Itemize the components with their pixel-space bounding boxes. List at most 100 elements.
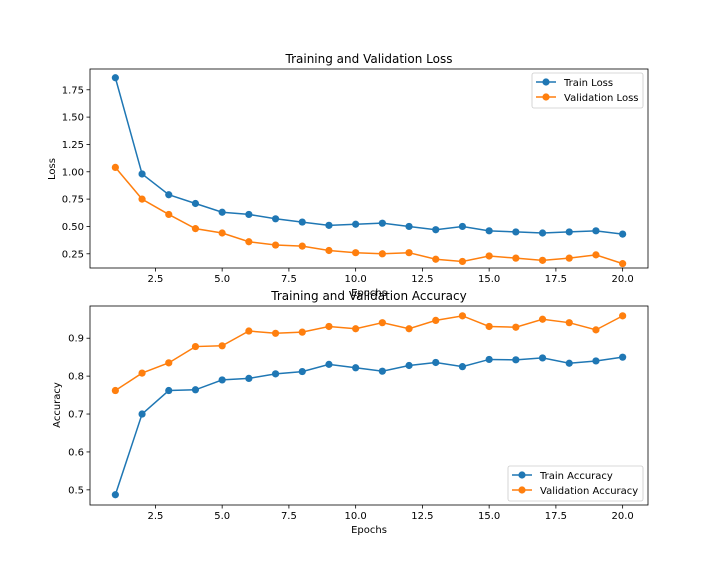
accuracy-validation-point [405, 325, 413, 333]
accuracy-validation-point [565, 319, 573, 327]
accuracy-validation-point [458, 312, 467, 320]
accuracy-validation-point [271, 329, 280, 337]
loss-legend-train-label: Train Loss [563, 78, 613, 89]
accuracy-x-tick-label: 12.5 [411, 511, 433, 522]
loss-train-point [458, 222, 467, 231]
loss-train-point [619, 230, 627, 238]
accuracy-validation-line [114, 315, 623, 392]
loss-validation-point [432, 255, 440, 263]
accuracy-validation-point [512, 323, 520, 331]
accuracy-train-point [298, 367, 306, 376]
loss-validation-point [191, 225, 200, 233]
accuracy-y-tick-label: 0.6 [68, 447, 84, 458]
loss-y-tick-label: 1.25 [62, 140, 84, 151]
loss-x-tick-label: 12.5 [411, 274, 433, 285]
loss-legend-box [531, 72, 644, 109]
loss-x-tick-label: 17.5 [545, 274, 567, 285]
accuracy-train-point [111, 491, 119, 499]
loss-validation-point [271, 241, 280, 249]
accuracy-y-tick-label: 0.9 [68, 334, 84, 345]
accuracy-validation-point [138, 369, 146, 377]
accuracy-validation-point [485, 322, 493, 331]
loss-train-point [352, 220, 360, 228]
loss-validation-point [592, 251, 600, 259]
accuracy-validation-point [538, 315, 547, 323]
accuracy-validation-point [111, 386, 119, 395]
loss-validation-point [245, 238, 253, 246]
accuracy-validation-point [592, 326, 600, 334]
loss-y-tick-label: 1.50 [62, 113, 84, 124]
accuracy-chart-legend: Train Accuracy Validation Accuracy [507, 465, 644, 502]
accuracy-validation-point [191, 342, 200, 351]
loss-chart-x-axis-label: Epochs [351, 288, 387, 299]
accuracy-x-tick-label: 17.5 [545, 511, 567, 522]
loss-train-point [592, 227, 600, 235]
loss-chart-ticks: 2.5 5.0 7.5 10.0 12.5 15.0 17.5 20.0 0.25 0.50 0.7… [62, 85, 634, 285]
loss-train-point [485, 227, 493, 235]
loss-validation-point [405, 249, 413, 257]
loss-validation-line [114, 166, 623, 265]
loss-x-tick-label: 7.5 [281, 274, 297, 285]
loss-train-point [512, 228, 520, 236]
accuracy-train-point [538, 354, 547, 362]
accuracy-x-tick-label: 5.0 [214, 511, 230, 522]
loss-validation-point [138, 195, 146, 203]
accuracy-legend-box [507, 465, 644, 502]
accuracy-chart-plot-frame [89, 305, 649, 506]
accuracy-legend-validation-label: Validation Accuracy [540, 486, 638, 497]
accuracy-validation-point [218, 342, 226, 350]
loss-legend-validation-marker [542, 93, 550, 101]
loss-train-point [111, 74, 119, 82]
accuracy-train-line [114, 356, 623, 496]
loss-validation-point [512, 254, 520, 262]
loss-chart-series [111, 74, 627, 268]
loss-y-tick-label: 0.50 [62, 222, 84, 233]
accuracy-x-tick-label: 10.0 [345, 511, 367, 522]
loss-train-point [245, 210, 253, 219]
accuracy-chart-x-axis-label: Epochs [351, 525, 387, 536]
accuracy-train-point [378, 367, 386, 375]
loss-x-tick-label: 15.0 [478, 274, 500, 285]
accuracy-train-point [405, 361, 413, 370]
loss-train-point [378, 219, 386, 227]
loss-validation-point [378, 250, 386, 258]
loss-train-point [138, 170, 146, 178]
loss-train-point [325, 221, 333, 229]
accuracy-train-point [352, 364, 360, 372]
accuracy-x-tick-label: 7.5 [281, 511, 297, 522]
loss-x-tick-label: 20.0 [612, 274, 634, 285]
accuracy-train-point [512, 356, 520, 364]
loss-chart: Training and Validation Loss Loss 2.5 5.0… [47, 52, 649, 299]
loss-train-point [218, 208, 226, 216]
accuracy-train-point [165, 386, 173, 395]
accuracy-x-tick-label: 2.5 [147, 511, 163, 522]
loss-train-point [565, 228, 573, 236]
loss-validation-point [485, 252, 493, 260]
loss-validation-point [619, 260, 627, 268]
loss-validation-point [298, 242, 306, 250]
loss-x-tick-label: 10.0 [345, 274, 367, 285]
loss-legend-validation-label: Validation Loss [564, 93, 639, 104]
accuracy-train-point [271, 370, 280, 378]
loss-train-point [271, 215, 280, 223]
loss-chart-title: Training and Validation Loss [285, 52, 453, 66]
loss-train-point [165, 191, 173, 199]
accuracy-train-point [619, 353, 627, 361]
accuracy-train-point [565, 359, 573, 367]
accuracy-train-point [592, 357, 600, 365]
accuracy-chart-y-axis-label: Accuracy [52, 382, 63, 428]
accuracy-train-point [432, 358, 440, 367]
accuracy-validation-point [352, 325, 360, 333]
accuracy-y-tick-label: 0.7 [68, 410, 84, 421]
accuracy-validation-point [325, 322, 333, 331]
accuracy-validation-point [619, 312, 627, 320]
loss-train-line [114, 77, 623, 235]
accuracy-legend-validation-marker [518, 486, 526, 494]
loss-legend-train-marker [542, 78, 550, 86]
loss-chart-legend: Train Loss Validation Loss [531, 72, 644, 109]
accuracy-x-tick-label: 15.0 [478, 511, 500, 522]
accuracy-train-point [138, 410, 146, 418]
loss-x-tick-label: 5.0 [214, 274, 230, 285]
accuracy-validation-point [378, 319, 386, 327]
loss-validation-point [565, 254, 573, 262]
